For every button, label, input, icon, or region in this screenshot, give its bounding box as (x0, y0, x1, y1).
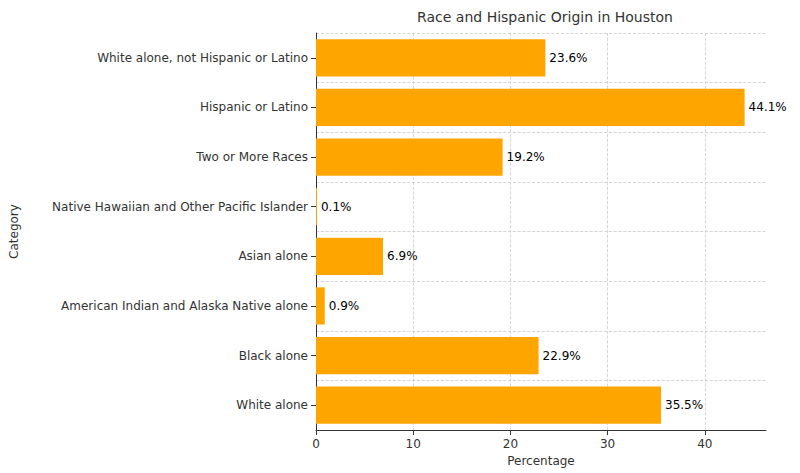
svg-text:23.6%: 23.6% (549, 51, 587, 65)
svg-text:35.5%: 35.5% (665, 398, 703, 412)
svg-text:American Indian and Alaska Nat: American Indian and Alaska Native alone (61, 299, 308, 313)
svg-text:Two or More Races: Two or More Races (195, 150, 308, 164)
svg-text:Category: Category (7, 204, 21, 259)
svg-text:30: 30 (600, 437, 615, 451)
svg-text:40: 40 (697, 437, 712, 451)
svg-text:20: 20 (503, 437, 518, 451)
svg-text:White alone: White alone (236, 398, 308, 412)
svg-text:44.1%: 44.1% (749, 100, 787, 114)
svg-text:Hispanic or Latino: Hispanic or Latino (200, 100, 308, 114)
svg-text:10: 10 (406, 437, 421, 451)
svg-text:0.9%: 0.9% (329, 299, 360, 313)
svg-text:Asian alone: Asian alone (238, 249, 308, 263)
svg-text:Percentage: Percentage (507, 454, 575, 468)
svg-text:Native Hawaiian and Other Paci: Native Hawaiian and Other Pacific Island… (52, 200, 308, 214)
svg-text:0.1%: 0.1% (321, 200, 352, 214)
svg-text:6.9%: 6.9% (387, 249, 418, 263)
svg-text:0: 0 (312, 437, 320, 451)
svg-text:19.2%: 19.2% (507, 150, 545, 164)
svg-text:White alone, not Hispanic or L: White alone, not Hispanic or Latino (97, 51, 308, 65)
svg-text:22.9%: 22.9% (543, 349, 581, 363)
svg-text:Race and Hispanic Origin in Ho: Race and Hispanic Origin in Houston (417, 9, 673, 25)
svg-text:Black alone: Black alone (239, 349, 308, 363)
